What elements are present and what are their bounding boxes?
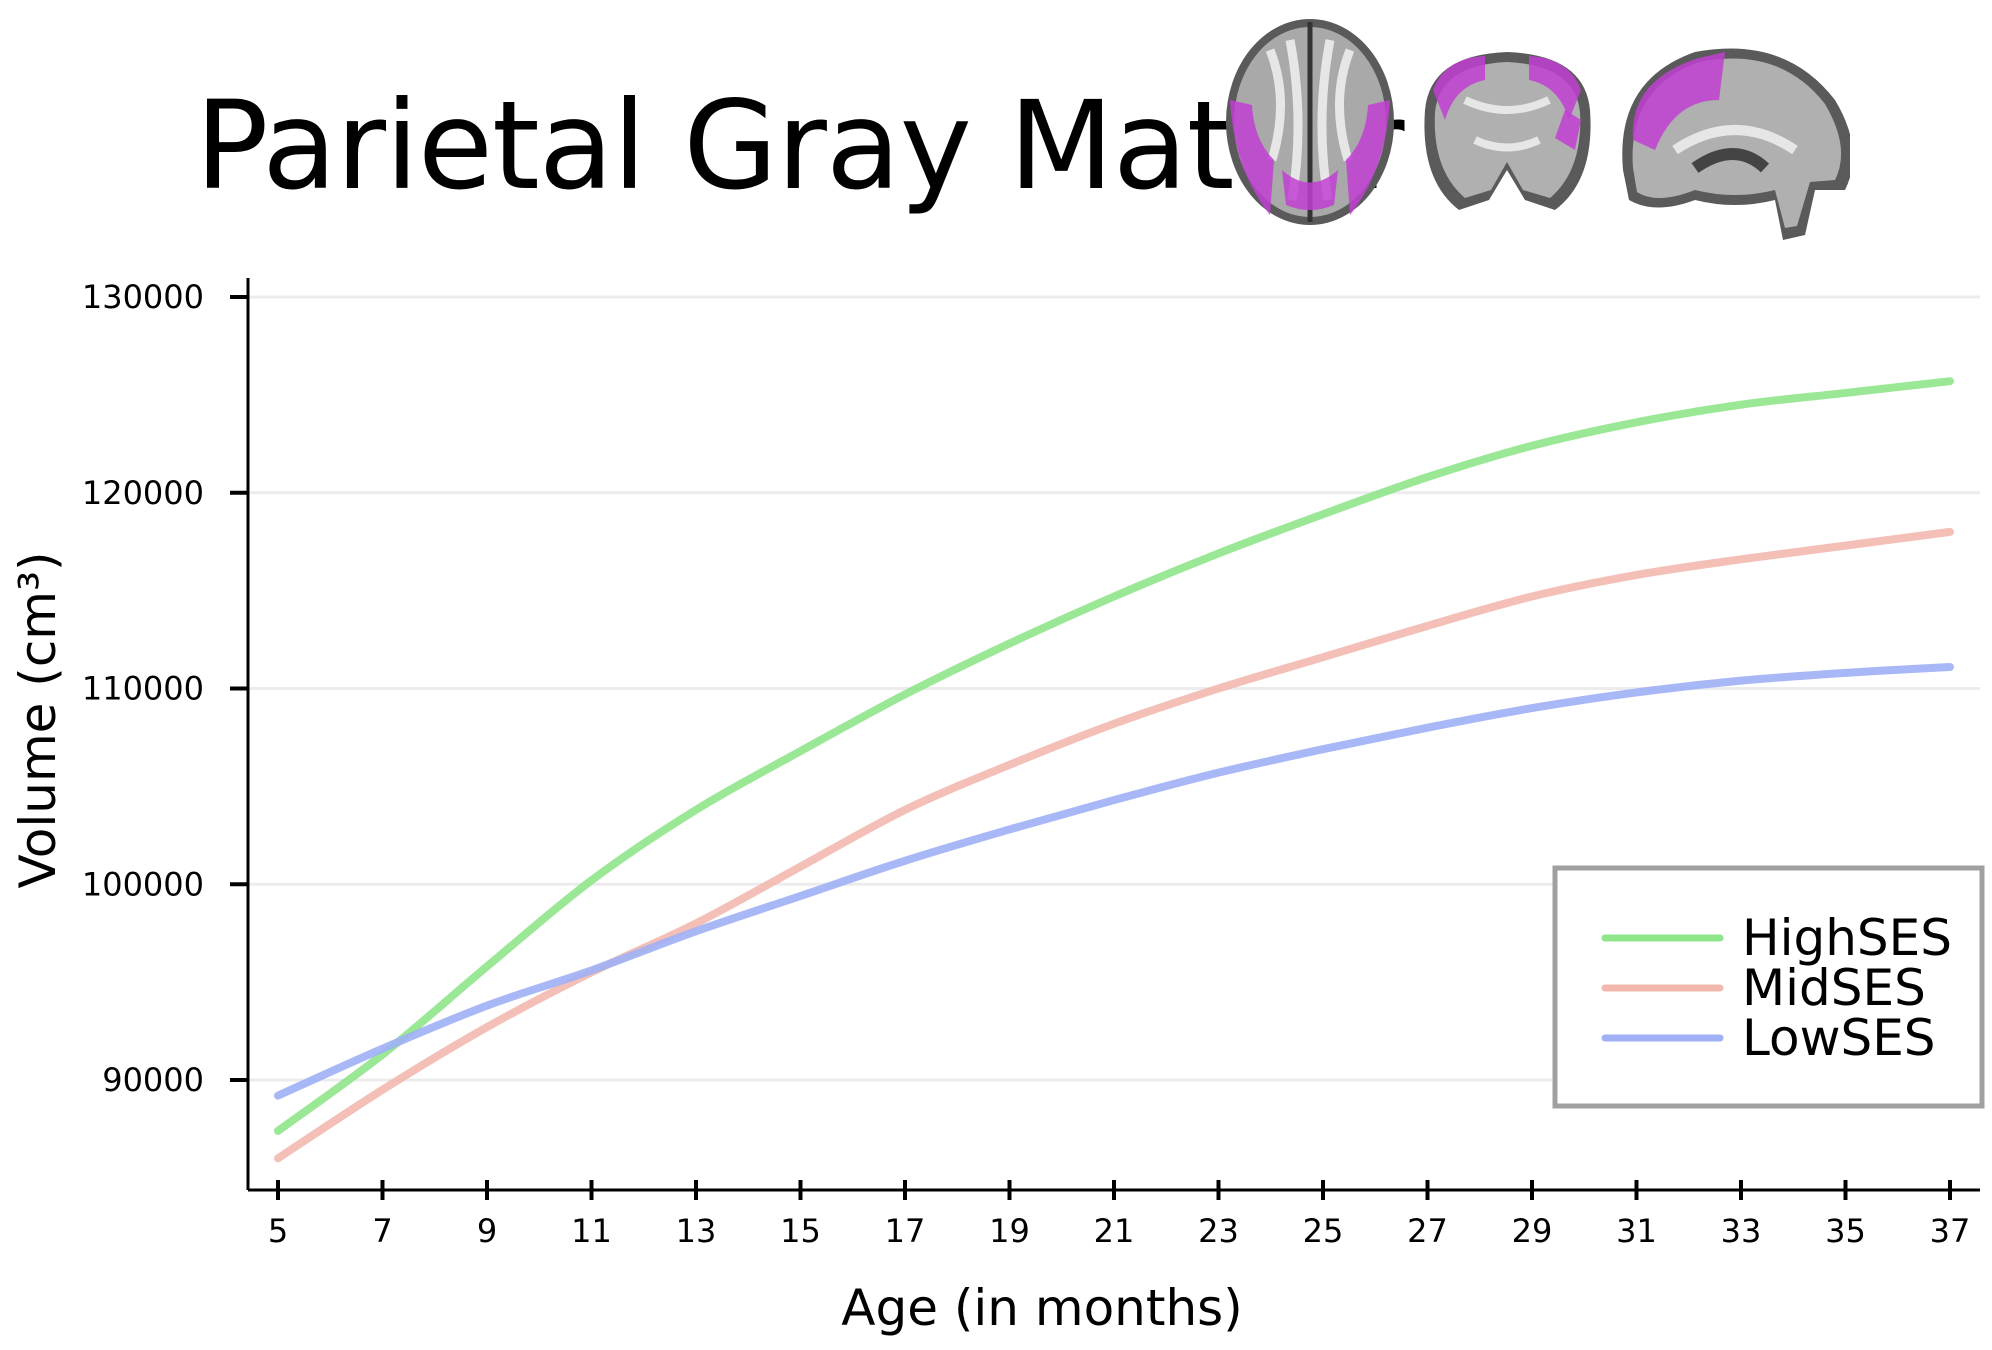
x-tick-label: 5	[268, 1212, 288, 1250]
sagittal-brain-slice-icon	[1622, 48, 1850, 240]
series-line-lowses	[274, 662, 1954, 1100]
x-tick-label: 17	[885, 1212, 926, 1250]
x-tick-label: 7	[372, 1212, 392, 1250]
x-tick-label: 31	[1616, 1212, 1657, 1250]
x-tick-label: 27	[1407, 1212, 1448, 1250]
brain-slices-image	[1226, 19, 1850, 240]
x-tick-label: 35	[1825, 1212, 1866, 1250]
y-tick-label: 130000	[82, 278, 204, 316]
legend-label-midses: MidSES	[1742, 959, 1926, 1017]
chart-title: Parietal Gray Matter	[195, 75, 1405, 217]
y-tick-label: 110000	[82, 670, 204, 708]
tick-marks: 5 7 9 11 13 15 17 19 21 23 25 27 29 31 33 35 37 90000 1000…	[82, 278, 1971, 1250]
x-tick-label: 33	[1721, 1212, 1762, 1250]
y-tick-label: 120000	[82, 474, 204, 512]
series-line-highses	[274, 377, 1954, 1135]
series-lines	[274, 377, 1954, 1163]
x-tick-label: 11	[571, 1212, 612, 1250]
x-tick-label: 15	[780, 1212, 821, 1250]
x-tick-label: 21	[1094, 1212, 1135, 1250]
series-line-midses	[274, 527, 1954, 1163]
axial-brain-slice-icon	[1226, 19, 1394, 225]
x-tick-label: 13	[676, 1212, 717, 1250]
y-tick-label: 90000	[102, 1061, 204, 1099]
x-tick-label: 29	[1512, 1212, 1553, 1250]
x-axis-label: Age (in months)	[841, 1279, 1242, 1337]
x-tick-label: 37	[1930, 1212, 1971, 1250]
coronal-brain-slice-icon	[1424, 52, 1591, 210]
legend-label-lowses: LowSES	[1742, 1009, 1936, 1067]
x-tick-label: 23	[1198, 1212, 1239, 1250]
x-tick-label: 25	[1303, 1212, 1344, 1250]
x-tick-label: 9	[477, 1212, 497, 1250]
legend-label-highses: HighSES	[1742, 909, 1952, 967]
x-tick-label: 19	[989, 1212, 1030, 1250]
y-axis-label: Volume (cm³)	[9, 551, 67, 888]
y-tick-label: 100000	[82, 865, 204, 903]
